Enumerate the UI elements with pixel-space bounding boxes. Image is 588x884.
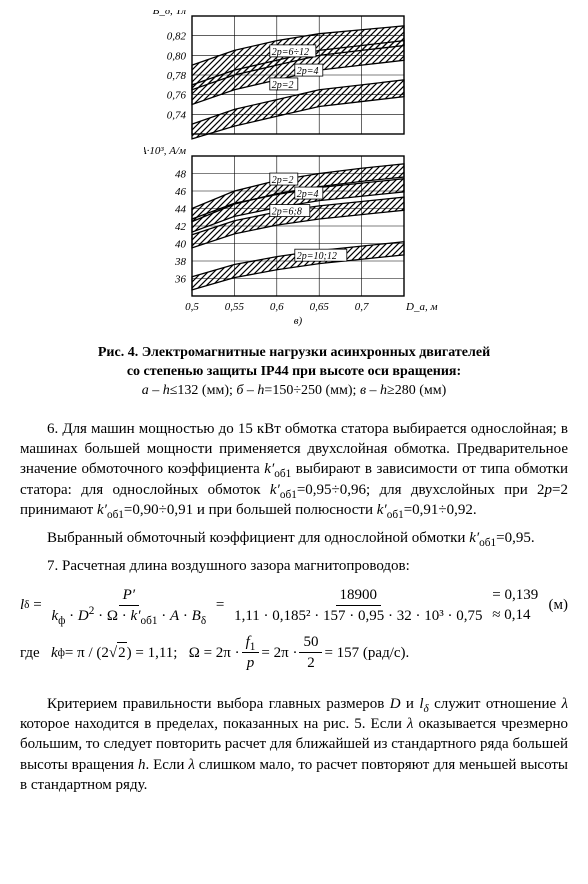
- svg-text:0,65: 0,65: [310, 301, 330, 313]
- paragraph-6: 6. Для машин мощностью до 15 кВт обмотка…: [20, 419, 568, 520]
- svg-text:0,6: 0,6: [270, 301, 284, 313]
- svg-text:0,80: 0,80: [167, 50, 187, 62]
- svg-text:0,76: 0,76: [167, 90, 187, 102]
- svg-text:40: 40: [175, 239, 187, 251]
- svg-text:48: 48: [175, 169, 187, 181]
- formula-7-where: где kф = π / (2√2) = 1,11; Ω = 2π · f1 p…: [20, 632, 568, 674]
- svg-text:0,82: 0,82: [167, 31, 187, 43]
- svg-text:44: 44: [175, 204, 187, 216]
- svg-text:2p=6÷12: 2p=6÷12: [272, 47, 309, 58]
- svg-text:0,7: 0,7: [355, 301, 369, 313]
- svg-text:0,55: 0,55: [225, 301, 245, 313]
- paragraph-7-title: 7. Расчетная длина воздушного зазора маг…: [20, 556, 568, 576]
- svg-text:46: 46: [175, 186, 187, 198]
- svg-text:2p=2: 2p=2: [272, 80, 294, 91]
- svg-text:38: 38: [174, 256, 187, 268]
- svg-text:D_a, м: D_a, м: [405, 301, 437, 313]
- figure-4: 0,820,800,780,760,74B_δ, Тл2p=6÷122p=42p…: [20, 10, 568, 336]
- paragraph-8: Критерием правильности выбора главных ра…: [20, 694, 568, 795]
- svg-text:36: 36: [174, 274, 187, 286]
- svg-text:0,5: 0,5: [185, 301, 199, 313]
- paragraph-6b: Выбранный обмоточный коэффициент для одн…: [20, 528, 568, 548]
- svg-text:в): в): [294, 315, 303, 327]
- formula-7: lδ = P′ kф · D2 · Ω · k′об1 · A · Bδ = 1…: [20, 585, 568, 627]
- caption-line2: со степенью защиты IP44 при высоте оси в…: [127, 364, 461, 379]
- svg-text:0,78: 0,78: [167, 70, 187, 82]
- figure-4-caption: Рис. 4. Электромагнитные нагрузки асинхр…: [20, 344, 568, 401]
- svg-text:2p=4: 2p=4: [297, 66, 319, 77]
- svg-text:2p=2: 2p=2: [272, 175, 294, 186]
- svg-text:2p=10;12: 2p=10;12: [297, 251, 337, 262]
- svg-text:2p=4: 2p=4: [297, 189, 319, 200]
- svg-text:2p=6;8: 2p=6;8: [272, 207, 302, 218]
- svg-text:A·10³, А/м: A·10³, А/м: [144, 145, 186, 157]
- caption-line1: Рис. 4. Электромагнитные нагрузки асинхр…: [98, 345, 490, 360]
- svg-text:0,74: 0,74: [167, 109, 187, 121]
- caption-line3: а – h≤132 (мм); б – h=150÷250 (мм); в – …: [142, 383, 447, 398]
- svg-text:42: 42: [175, 221, 187, 233]
- figure-4-svg: 0,820,800,780,760,74B_δ, Тл2p=6÷122p=42p…: [144, 10, 444, 330]
- svg-text:B_δ, Тл: B_δ, Тл: [153, 10, 187, 17]
